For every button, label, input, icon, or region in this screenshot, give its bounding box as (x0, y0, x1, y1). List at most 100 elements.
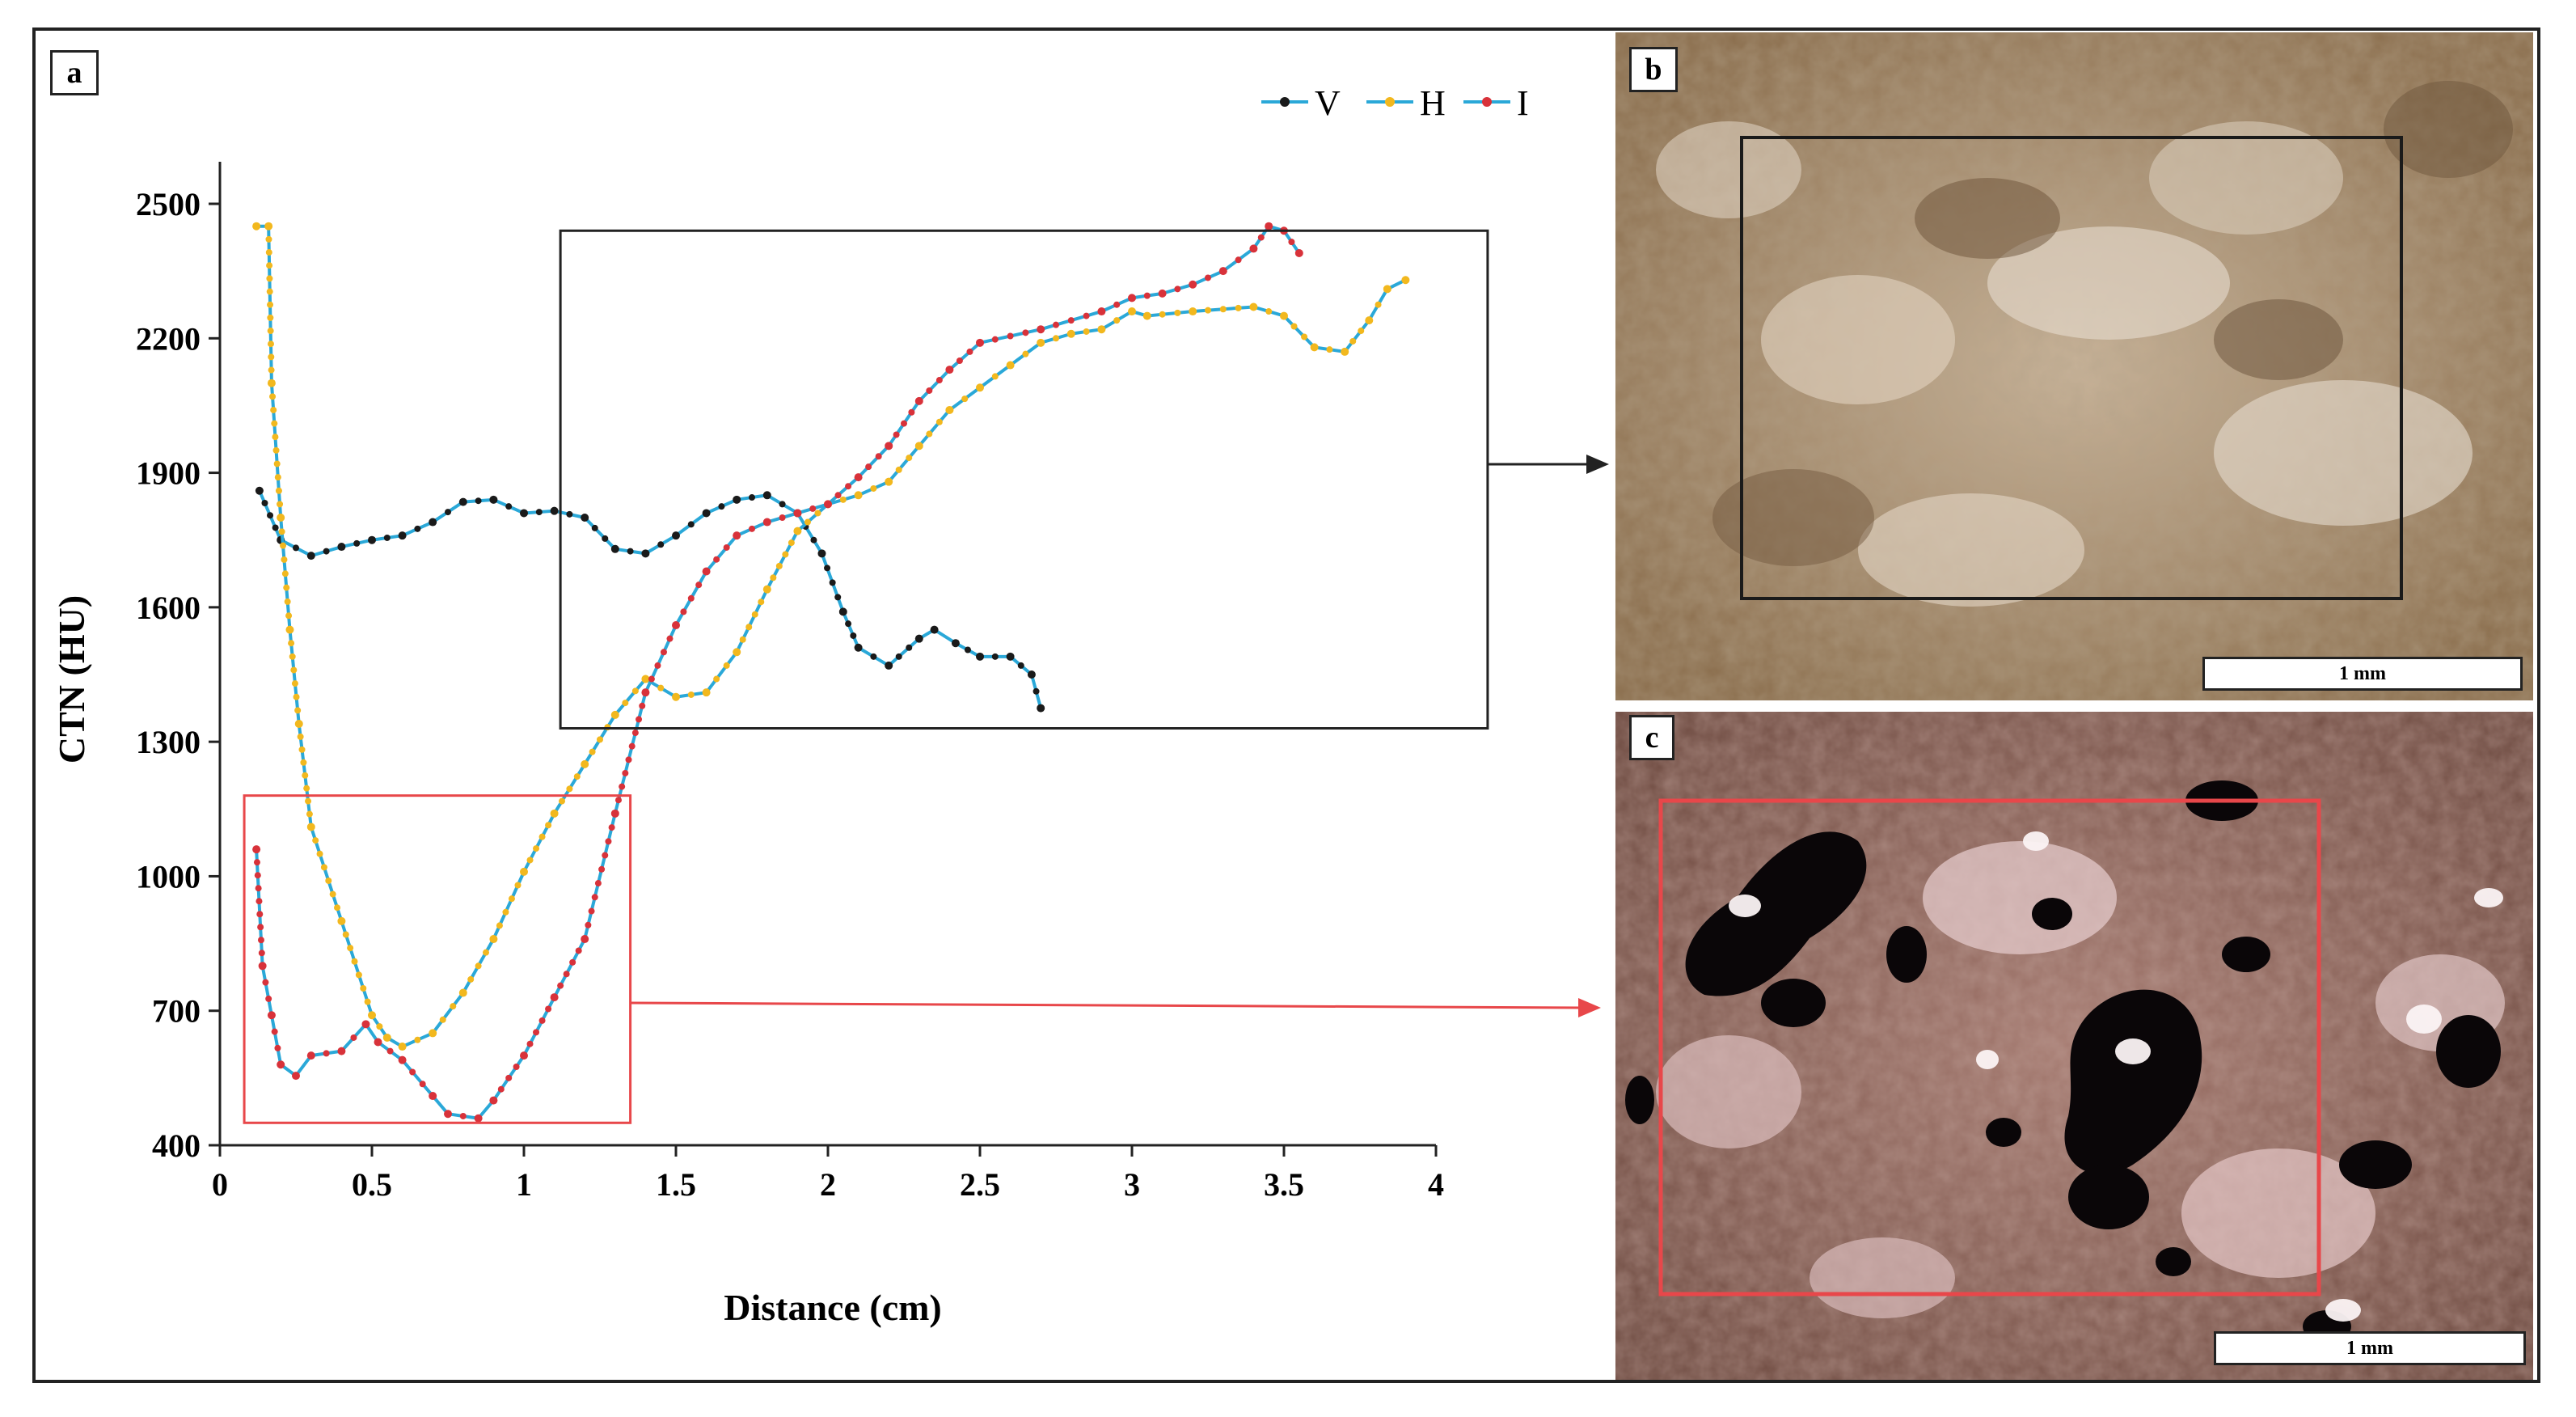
marker-H (265, 249, 272, 256)
marker-I (762, 518, 771, 527)
marker-H (267, 379, 276, 387)
marker-I (1235, 256, 1242, 264)
marker-I (585, 921, 592, 928)
marker-V (489, 495, 498, 504)
panel-label-c: c (1629, 715, 1674, 760)
marker-I (926, 387, 933, 394)
marker-H (885, 477, 893, 486)
marker-H (467, 975, 475, 983)
marker-I (914, 396, 923, 405)
marker-V (535, 509, 543, 516)
marker-H (305, 797, 312, 805)
marker-I (1265, 222, 1273, 231)
marker-I (619, 783, 626, 790)
marker-H (508, 895, 515, 903)
legend-marker-V (1280, 97, 1290, 107)
marker-H (1290, 323, 1298, 330)
scalebar-c: 1 mm (2214, 1331, 2526, 1365)
x-tick-label: 1.5 (656, 1166, 696, 1203)
marker-H (514, 882, 522, 889)
marker-H (935, 418, 943, 425)
marker-V (602, 535, 609, 542)
marker-I (429, 1092, 437, 1101)
marker-H (458, 988, 467, 997)
marker-V (353, 539, 361, 547)
marker-V (627, 548, 634, 555)
photomicrograph-b-image (1615, 32, 2533, 700)
marker-I (255, 898, 263, 905)
marker-H (376, 1023, 383, 1030)
marker-V (838, 607, 847, 616)
marker-I (1083, 312, 1090, 319)
series-line-H (256, 224, 1407, 1049)
marker-H (1310, 343, 1319, 352)
marker-H (631, 687, 639, 695)
marker-H (1174, 309, 1181, 316)
marker-I (526, 1040, 534, 1047)
marker-H (283, 584, 290, 591)
marker-V (383, 534, 391, 541)
marker-H (751, 611, 758, 618)
marker-V (702, 509, 711, 518)
y-tick-label: 700 (152, 993, 201, 1030)
marker-V (255, 486, 264, 495)
x-tick-label: 4 (1428, 1166, 1444, 1203)
marker-H (1235, 304, 1242, 311)
marker-I (639, 702, 646, 709)
marker-I (1128, 294, 1136, 302)
marker-I (277, 1060, 285, 1069)
marker-V (1017, 662, 1024, 669)
marker-H (294, 719, 303, 728)
marker-V (566, 510, 573, 518)
marker-I (713, 556, 720, 563)
marker-H (914, 442, 923, 450)
x-tick-label: 2 (820, 1166, 836, 1203)
marker-I (625, 756, 632, 763)
marker-H (496, 922, 503, 929)
marker-V (368, 535, 376, 544)
marker-V (591, 524, 598, 531)
marker-H (739, 636, 746, 643)
marker-H (589, 748, 596, 755)
marker-I (255, 885, 262, 892)
marker-H (414, 1036, 421, 1043)
marker-I (262, 979, 269, 986)
marker-H (325, 877, 332, 884)
marker-I (550, 993, 559, 1002)
marker-V (261, 499, 268, 506)
marker-I (497, 1085, 505, 1093)
marker-H (303, 785, 310, 792)
marker-V (834, 594, 842, 601)
marker-I (610, 809, 619, 818)
marker-H (533, 845, 540, 852)
marker-I (598, 865, 606, 873)
marker-I (588, 907, 595, 915)
marker-I (824, 500, 832, 509)
marker-H (450, 1003, 457, 1010)
marker-V (505, 503, 513, 510)
marker-V (914, 634, 923, 643)
marker-H (483, 949, 489, 956)
marker-H (294, 707, 302, 714)
marker-H (1142, 311, 1151, 320)
marker-H (347, 945, 354, 952)
marker-H (550, 809, 559, 818)
marker-I (614, 797, 622, 804)
marker-I (271, 1028, 278, 1035)
marker-V (687, 521, 695, 528)
marker-H (538, 833, 546, 840)
marker-H (1022, 350, 1029, 357)
marker-H (991, 373, 999, 380)
marker-H (1301, 333, 1308, 341)
marker-I (945, 366, 954, 374)
marker-H (1265, 308, 1273, 315)
x-tick-label: 3 (1124, 1166, 1140, 1203)
marker-H (312, 837, 319, 844)
marker-H (1006, 361, 1015, 370)
marker-V (845, 620, 852, 628)
marker-I (631, 730, 639, 737)
marker-I (1249, 244, 1258, 253)
marker-I (419, 1081, 426, 1088)
marker-H (281, 570, 289, 577)
